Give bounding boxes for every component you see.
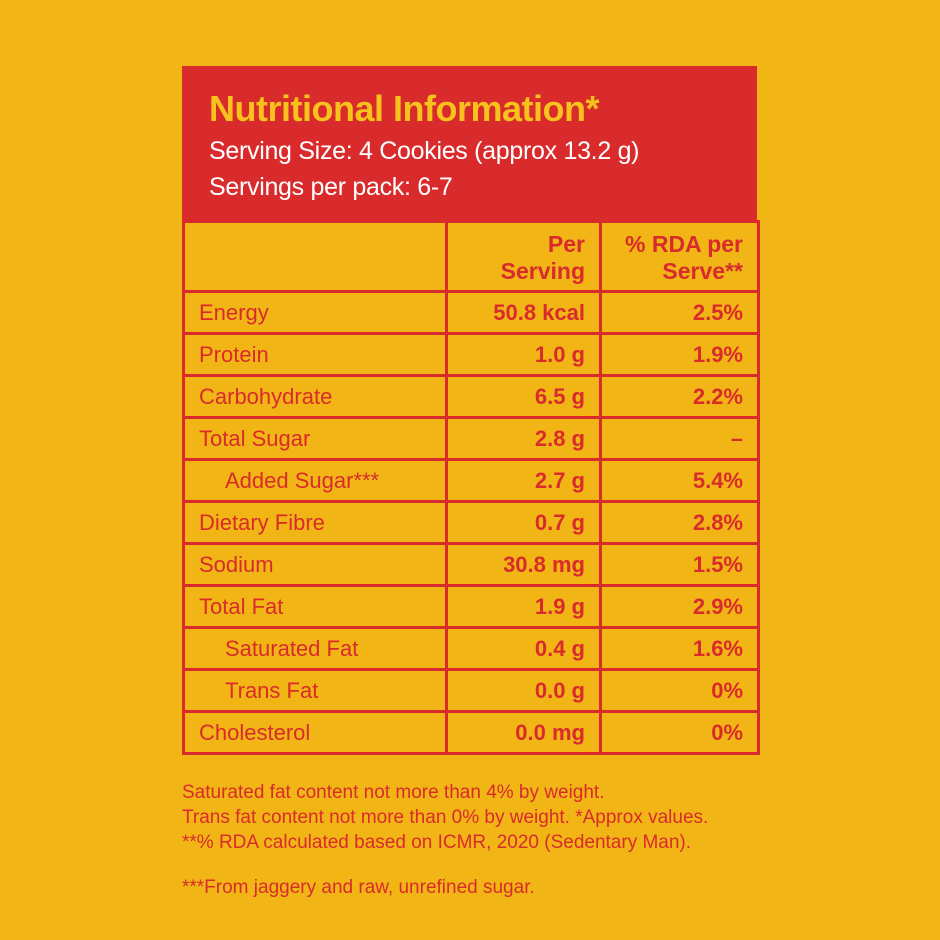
footnote-spacer	[182, 855, 782, 875]
table-row: Saturated Fat 0.4 g 1.6%	[182, 626, 760, 671]
table-row: Added Sugar*** 2.7 g 5.4%	[182, 458, 760, 503]
per-serving-value: 0.7 g	[445, 500, 602, 545]
per-serving-value: 1.9 g	[445, 584, 602, 629]
nutrition-table: Per Serving % RDA per Serve** Energy 50.…	[182, 220, 760, 755]
nutrition-title: Nutritional Information*	[209, 88, 599, 129]
rda-value: 2.2%	[599, 374, 760, 419]
per-serving-value: 0.4 g	[445, 626, 602, 671]
nutrient-name: Total Sugar	[182, 416, 448, 461]
rda-value: 0%	[599, 668, 760, 713]
serving-size: Serving Size: 4 Cookies (approx 13.2 g)	[209, 137, 640, 165]
per-serving-value: 1.0 g	[445, 332, 602, 377]
nutrient-name: Total Fat	[182, 584, 448, 629]
nutrient-name: Saturated Fat	[182, 626, 448, 671]
nutrition-panel: Nutritional Information* Serving Size: 4…	[182, 66, 760, 755]
footnote-added-sugar: ***From jaggery and raw, unrefined sugar…	[182, 877, 535, 898]
footnote-saturated-fat: Saturated fat content not more than 4% b…	[182, 782, 605, 803]
per-serving-header-line1: Per	[547, 230, 585, 257]
rda-value: 2.9%	[599, 584, 760, 629]
nutrient-name: Trans Fat	[182, 668, 448, 713]
footnote-trans-fat: Trans fat content not more than 0% by we…	[182, 807, 709, 828]
rda-value: 1.6%	[599, 626, 760, 671]
nutrient-name: Dietary Fibre	[182, 500, 448, 545]
table-row: Carbohydrate 6.5 g 2.2%	[182, 374, 760, 419]
table-row: Energy 50.8 kcal 2.5%	[182, 290, 760, 335]
nutrient-name: Sodium	[182, 542, 448, 587]
footnotes: Saturated fat content not more than 4% b…	[182, 780, 782, 900]
rda-value: 5.4%	[599, 458, 760, 503]
rda-header-line1: % RDA per	[625, 230, 743, 257]
nutrient-name: Carbohydrate	[182, 374, 448, 419]
table-row: Total Fat 1.9 g 2.9%	[182, 584, 760, 629]
per-serving-value: 0.0 g	[445, 668, 602, 713]
per-serving-value: 6.5 g	[445, 374, 602, 419]
nutrient-column-header	[182, 220, 448, 293]
per-serving-value: 30.8 mg	[445, 542, 602, 587]
per-serving-value: 2.7 g	[445, 458, 602, 503]
rda-column-header: % RDA per Serve**	[599, 220, 760, 293]
table-row: Trans Fat 0.0 g 0%	[182, 668, 760, 713]
table-row: Sodium 30.8 mg 1.5%	[182, 542, 760, 587]
per-serving-value: 50.8 kcal	[445, 290, 602, 335]
nutrient-name: Cholesterol	[182, 710, 448, 755]
per-serving-value: 0.0 mg	[445, 710, 602, 755]
nutrition-header: Nutritional Information* Serving Size: 4…	[182, 66, 757, 220]
per-serving-column-header: Per Serving	[445, 220, 602, 293]
per-serving-value: 2.8 g	[445, 416, 602, 461]
per-serving-header-line2: Serving	[500, 257, 585, 284]
table-row: Total Sugar 2.8 g –	[182, 416, 760, 461]
footnote-rda: **% RDA calculated based on ICMR, 2020 (…	[182, 832, 692, 853]
table-row: Protein 1.0 g 1.9%	[182, 332, 760, 377]
rda-value: 1.9%	[599, 332, 760, 377]
rda-value: –	[599, 416, 760, 461]
table-row: Dietary Fibre 0.7 g 2.8%	[182, 500, 760, 545]
rda-value: 1.5%	[599, 542, 760, 587]
servings-per-pack: Servings per pack: 6-7	[209, 173, 453, 201]
nutrient-name: Added Sugar***	[182, 458, 448, 503]
nutrient-name: Energy	[182, 290, 448, 335]
table-header-row: Per Serving % RDA per Serve**	[182, 220, 760, 293]
rda-value: 0%	[599, 710, 760, 755]
rda-value: 2.5%	[599, 290, 760, 335]
rda-value: 2.8%	[599, 500, 760, 545]
rda-header-line2: Serve**	[662, 257, 743, 284]
table-row: Cholesterol 0.0 mg 0%	[182, 710, 760, 755]
nutrient-name: Protein	[182, 332, 448, 377]
